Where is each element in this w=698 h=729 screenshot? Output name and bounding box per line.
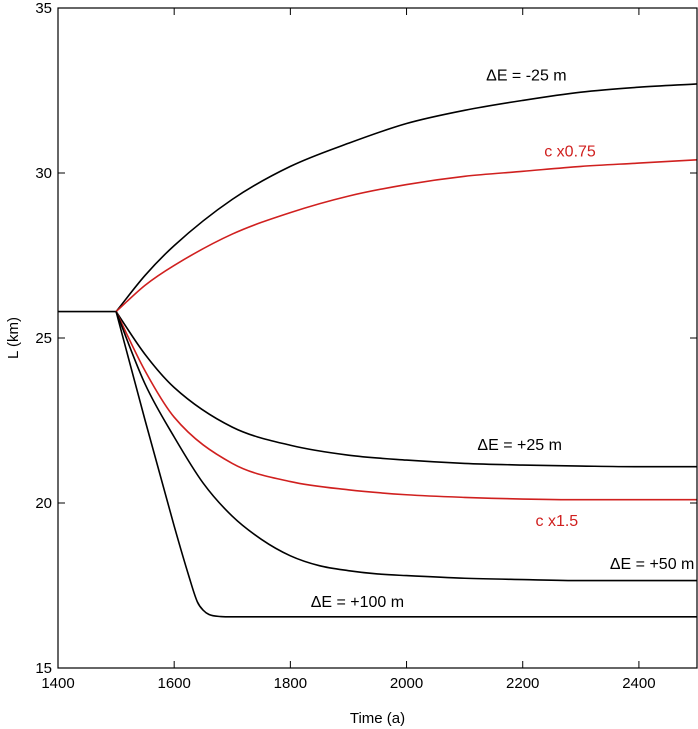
series-annotation: ΔE = +100 m <box>311 594 404 611</box>
y-tick-label: 25 <box>35 330 52 347</box>
series-annotations: ΔE = -25 m c x0.75 ΔE = +25 m c x1.5 ΔE = +5… <box>311 68 695 611</box>
series-line-0 <box>115 83 698 313</box>
x-tick-label: 2400 <box>622 675 655 692</box>
series-annotation: ΔE = -25 m <box>486 68 567 85</box>
x-tick-label: 2200 <box>506 675 539 692</box>
x-axis-ticks: 1400 1600 1800 2000 2200 2400 <box>41 8 656 692</box>
series-line-3 <box>115 311 697 501</box>
series-annotation: ΔE = +50 m <box>610 556 695 573</box>
x-tick-label: 1400 <box>41 675 74 692</box>
y-tick-label: 15 <box>35 660 52 677</box>
y-tick-label: 20 <box>35 495 52 512</box>
x-tick-label: 2000 <box>390 675 423 692</box>
series-line-4 <box>115 311 697 582</box>
series-annotation: c x1.5 <box>536 513 579 530</box>
x-axis-label: Time (a) <box>350 710 405 727</box>
series-line-2 <box>115 311 697 468</box>
plot-content <box>58 83 698 618</box>
series-annotation: ΔE = +25 m <box>477 437 562 454</box>
series-annotation: c x0.75 <box>544 144 596 161</box>
y-axis-label: L (km) <box>5 317 22 359</box>
series-line-1 <box>115 159 698 313</box>
y-axis-ticks: 15 20 25 30 35 <box>35 0 697 677</box>
x-tick-label: 1600 <box>157 675 190 692</box>
series-line-5 <box>115 311 697 618</box>
y-tick-label: 35 <box>35 0 52 17</box>
y-tick-label: 30 <box>35 165 52 182</box>
x-tick-label: 1800 <box>274 675 307 692</box>
plot-frame <box>57 7 698 669</box>
